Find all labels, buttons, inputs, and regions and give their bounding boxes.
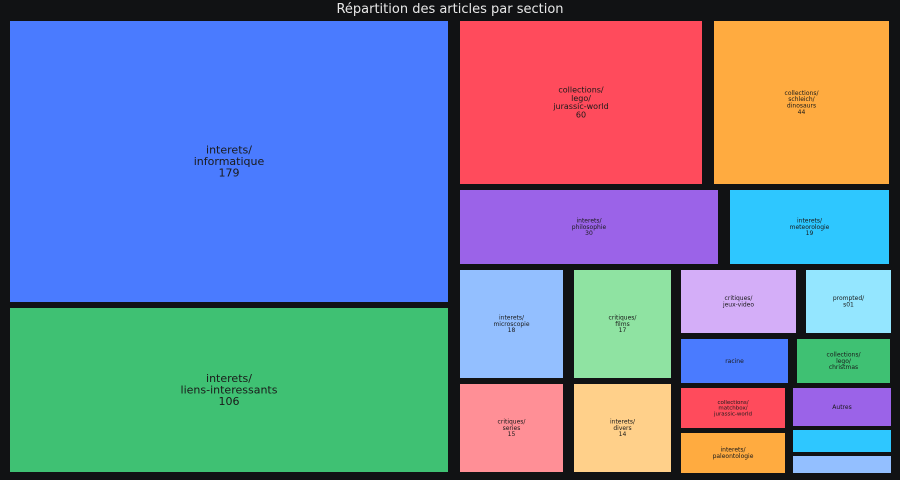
tile-rect [681, 339, 788, 383]
tile-label: collections/ [827, 352, 862, 359]
tile-value: 179 [219, 167, 240, 180]
tile-rect [793, 456, 891, 473]
tile-label: dinosaurs [787, 103, 816, 110]
tile-label: jurassic-world [552, 102, 608, 111]
tile-label: series [503, 425, 521, 432]
tile-value: 15 [508, 431, 516, 438]
tile-label: critiques/ [609, 315, 638, 322]
tile-collections-matchbox-jurassic-world: collections/matchbox/jurassic-world [681, 388, 785, 428]
tile-label: christmas [829, 364, 858, 371]
tile-label: informatique [194, 155, 265, 168]
tile-rect [460, 21, 702, 184]
tile-label: microscopie [493, 321, 529, 328]
tile-rect [793, 388, 891, 426]
tile-label: critiques/ [498, 419, 527, 426]
tile-label: jeux-video [722, 302, 754, 309]
tile-unlabeled-18 [793, 456, 891, 473]
tile-autres: Autres [793, 388, 891, 426]
tile-critiques-jeux-video: critiques/jeux-video [681, 270, 796, 333]
tile-interets-paleontologie: interets/paleontologie [681, 433, 785, 473]
tile-prompted-s01: prompted/s01 [806, 270, 891, 333]
tile-value: 44 [798, 109, 806, 116]
tile-rect [806, 270, 891, 333]
tile-rect [714, 21, 889, 184]
tile-label: critiques/ [725, 295, 754, 302]
tile-label: films [615, 321, 629, 328]
tile-label: Autres [832, 404, 851, 411]
tile-value: 17 [619, 327, 627, 334]
tile-label: collections/ [785, 90, 820, 97]
tile-label: racine [725, 358, 744, 365]
tile-label: interets/ [797, 218, 823, 225]
tile-unlabeled-17 [793, 430, 891, 452]
tile-rect [460, 270, 563, 378]
tile-rect [797, 339, 890, 383]
chart-title: Répartition des articles par section [336, 2, 564, 17]
tile-rect [574, 384, 671, 472]
tile-rect [681, 270, 796, 333]
tile-label: lego/ [571, 94, 591, 103]
tile-value: 18 [508, 327, 516, 334]
tile-rect [681, 388, 785, 428]
tile-rect [10, 21, 448, 302]
tile-label: philosophie [572, 224, 607, 231]
tile-label: interets/ [206, 143, 252, 156]
tile-value: 19 [806, 230, 814, 237]
tile-rect [730, 190, 889, 264]
tile-value: 14 [619, 431, 627, 438]
tile-label: interets/ [610, 419, 636, 426]
tile-label: lego/ [836, 358, 852, 365]
tile-rect [574, 270, 671, 378]
tile-label: prompted/ [833, 295, 865, 302]
tile-label: paleontologie [713, 453, 754, 460]
tile-label: meteorologie [790, 224, 830, 231]
tile-racine: racine [681, 339, 788, 383]
tile-collections-lego-christmas: collections/lego/christmas [797, 339, 890, 383]
tile-value: 106 [219, 395, 240, 408]
tile-label: schleich/ [788, 96, 815, 103]
tile-value: 60 [576, 111, 586, 120]
tile-value: 30 [585, 230, 593, 237]
tile-label: collections/ [558, 85, 604, 94]
tile-label: collections/ [717, 400, 748, 406]
tile-rect [681, 433, 785, 473]
tile-label: interets/ [499, 315, 525, 322]
tile-label: jurassic-world [713, 412, 752, 418]
tile-label: divers [613, 425, 631, 432]
tile-label: interets/ [720, 447, 746, 454]
tile-rect [460, 190, 718, 264]
tile-label: interets/ [576, 218, 602, 225]
tile-label: s01 [843, 302, 854, 309]
tile-rect [10, 308, 448, 472]
tile-label: liens-interessants [181, 383, 278, 396]
tile-rect [460, 384, 563, 472]
tile-label: interets/ [206, 372, 252, 385]
tile-rect [793, 430, 891, 452]
tile-label: matchbox/ [718, 406, 747, 412]
